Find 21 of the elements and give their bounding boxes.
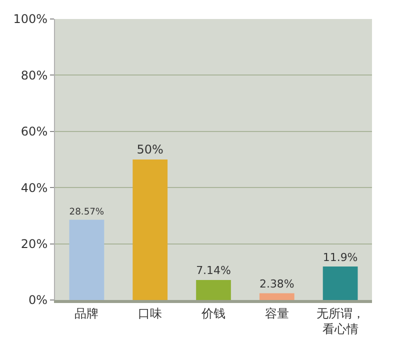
data-label: 28.57% <box>69 207 104 218</box>
y-tick-label: 0% <box>28 293 48 308</box>
y-tick-label: 100% <box>13 12 48 26</box>
data-label: 50% <box>136 142 164 156</box>
bar <box>69 220 104 300</box>
data-label: 2.38% <box>259 278 294 291</box>
y-tick-label: 20% <box>20 237 48 251</box>
bar <box>196 280 231 300</box>
x-tick-label: 无所谓，看心情 <box>316 306 364 336</box>
y-tick-label: 80% <box>20 68 48 82</box>
x-tick-label: 口味 <box>138 306 162 320</box>
bar <box>132 160 168 300</box>
y-tick-label: 60% <box>20 124 48 139</box>
x-tick-label: 品牌 <box>74 306 99 320</box>
data-label: 11.9% <box>322 250 358 264</box>
x-tick-label: 容量 <box>264 306 289 320</box>
x-tick-label: 价钱 <box>200 306 226 320</box>
bar <box>322 266 358 300</box>
bar <box>259 293 294 300</box>
y-tick-label: 40% <box>20 180 48 195</box>
data-label: 7.14% <box>196 264 231 278</box>
